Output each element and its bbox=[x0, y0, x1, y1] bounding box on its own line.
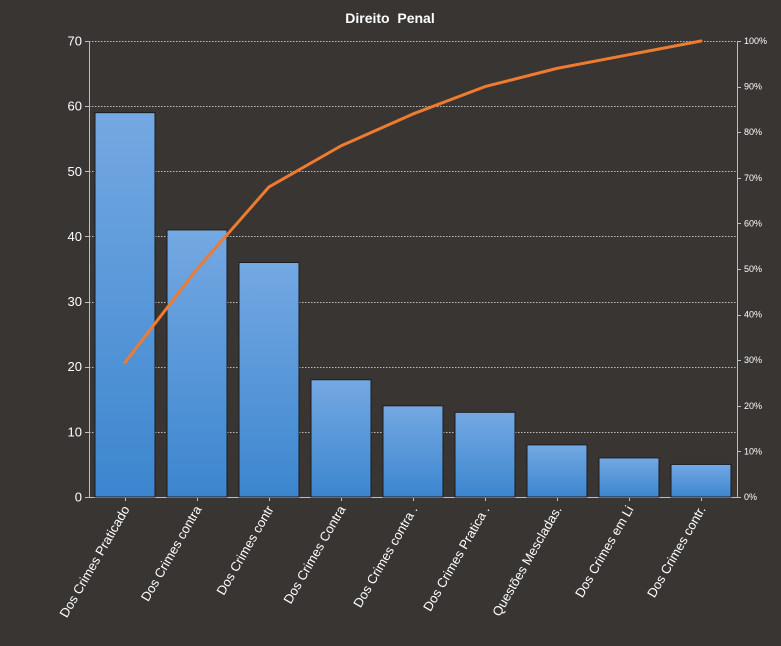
y2-tick-label: 0% bbox=[744, 492, 757, 502]
y2-tick-label: 70% bbox=[744, 173, 762, 183]
x-tick-label: Dos Crimes Contra bbox=[280, 502, 349, 606]
bar bbox=[166, 229, 228, 498]
y2-tick-label: 10% bbox=[744, 446, 762, 456]
chart-title: Direito Penal bbox=[345, 10, 434, 26]
cumulative-line-group bbox=[123, 39, 703, 364]
bar bbox=[382, 405, 444, 498]
x-tick-label: Dos Crimes contr. bbox=[644, 503, 709, 600]
bar bbox=[670, 463, 732, 498]
y-tick-label: 60 bbox=[68, 99, 82, 114]
y-tick-label: 40 bbox=[68, 229, 82, 244]
y-tick-label: 70 bbox=[68, 34, 82, 49]
tick-labels: 0 10 20 30 40 50 60 70 0% 10% 20% 30% 40% 50% 60% 70% 80… bbox=[56, 34, 767, 620]
bars bbox=[94, 112, 732, 498]
cumulative-line bbox=[123, 39, 703, 364]
y2-tick-label: 60% bbox=[744, 218, 762, 228]
bar bbox=[238, 261, 300, 498]
y-tick-label: 50 bbox=[68, 164, 82, 179]
bar bbox=[94, 112, 156, 498]
y2-tick-label: 100% bbox=[744, 36, 767, 46]
x-tick-label: Dos Crimes Praticado bbox=[56, 503, 132, 620]
y-tick-label: 30 bbox=[68, 294, 82, 309]
y-tick-label: 20 bbox=[68, 359, 82, 374]
bar bbox=[598, 457, 660, 498]
x-tick-label: Dos Crimes contra bbox=[138, 502, 205, 603]
x-tick-label: Dos Crimes contra . bbox=[350, 503, 420, 610]
y2-tick-label: 80% bbox=[744, 127, 762, 137]
y2-tick-label: 90% bbox=[744, 82, 762, 92]
y2-tick-label: 50% bbox=[744, 264, 762, 274]
x-tick-label: Dos Crimes contr bbox=[213, 502, 277, 597]
bar bbox=[454, 411, 516, 498]
x-tick-label: Questões Mescladas. bbox=[489, 503, 564, 619]
y-tick-label: 0 bbox=[75, 490, 82, 505]
x-tick-label: Dos Crimes Pratica . bbox=[420, 503, 493, 614]
y2-tick-label: 20% bbox=[744, 401, 762, 411]
x-tick-label: Dos Crimes em Li bbox=[572, 503, 637, 600]
y2-tick-label: 40% bbox=[744, 310, 762, 320]
bar bbox=[310, 379, 372, 498]
bar bbox=[526, 444, 588, 498]
y2-tick-label: 30% bbox=[744, 355, 762, 365]
y-tick-label: 10 bbox=[68, 424, 82, 439]
